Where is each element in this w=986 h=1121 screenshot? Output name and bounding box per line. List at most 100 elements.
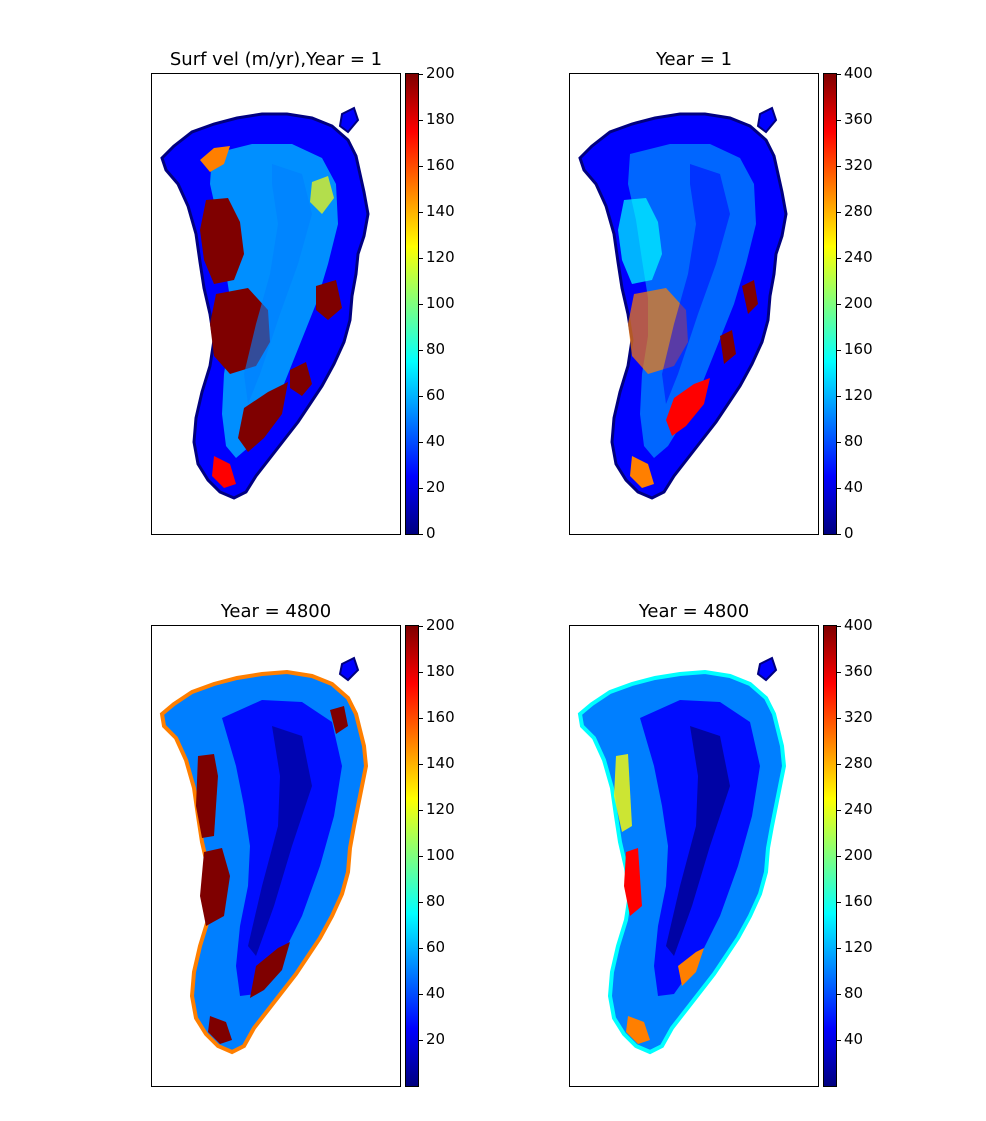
colorbar-tick-label: 0 (426, 524, 436, 542)
colorbar-tick-label: 160 (426, 156, 455, 174)
colorbar-tick-mark (419, 350, 423, 351)
colorbar-tick-mark (419, 120, 423, 121)
colorbar-tick-label: 20 (426, 1030, 446, 1048)
greenland-velocity-map (577, 656, 787, 1055)
heatmap-panel-year1-400: Year = 1 0 40 80 120 160 200 240 280 320 360 400 (569, 49, 873, 543)
small-island (756, 656, 778, 682)
colorbar-tick-label: 280 (844, 754, 873, 772)
south-flow (678, 948, 704, 986)
east-fast-flow (316, 280, 342, 320)
colorbar-tick-label: 0 (844, 524, 854, 542)
west-fast-flow (196, 754, 218, 838)
south-tip (630, 456, 654, 488)
colorbar-tick-mark (419, 764, 423, 765)
colorbar-tick-mark (837, 120, 841, 121)
colorbar-tick-mark (837, 764, 841, 765)
colorbar-tick-label: 120 (844, 938, 873, 956)
west-flow (618, 198, 662, 284)
colorbar-tick-mark (837, 672, 841, 673)
southeast-fast-flow (720, 330, 736, 364)
colorbar-tick-label: 40 (426, 432, 446, 450)
greenland-velocity-map (160, 106, 370, 500)
panel-title: Surf vel (m/yr),Year = 1 (169, 49, 383, 70)
colorbar-tick-label: 400 (844, 64, 873, 82)
colorbar-tick-label: 80 (844, 432, 864, 450)
colorbar-tick-mark (837, 626, 841, 627)
colorbar-tick-label: 120 (426, 800, 455, 818)
colorbar-tick-mark (419, 74, 423, 75)
south-fast-flow (666, 378, 710, 436)
colorbar-tick-mark (837, 856, 841, 857)
colorbar-tick-label: 40 (844, 1030, 864, 1048)
south-fast-flow (250, 942, 290, 998)
map-area (151, 73, 401, 535)
south-tip (212, 456, 236, 488)
north-coast (200, 146, 230, 172)
colorbar-tick-mark (837, 350, 841, 351)
colorbar-tick-label: 320 (844, 708, 873, 726)
colorbar-ticks: 0 20 40 60 80 100 120 140 160 180 200 (419, 64, 479, 542)
divide-core (248, 726, 312, 956)
colorbar (405, 625, 419, 1087)
colorbar-tick-mark (419, 856, 423, 857)
small-island (756, 106, 778, 134)
colorbar-tick-mark (419, 626, 423, 627)
southeast-fast-flow (290, 362, 312, 396)
colorbar-tick-label: 400 (844, 616, 873, 634)
colorbar-tick-label: 60 (426, 938, 446, 956)
colorbar-tick-label: 80 (426, 892, 446, 910)
colorbar-tick-mark (419, 534, 423, 535)
colorbar-tick-label: 200 (426, 64, 455, 82)
colorbar-tick-label: 120 (844, 386, 873, 404)
panel-title: Year = 4800 (638, 601, 750, 622)
colorbar-tick-mark (419, 994, 423, 995)
colorbar-tick-mark (837, 304, 841, 305)
panel-title: Year = 4800 (220, 601, 332, 622)
colorbar-tick-label: 160 (426, 708, 455, 726)
colorbar-tick-mark (419, 304, 423, 305)
colorbar-tick-mark (837, 442, 841, 443)
colorbar (823, 625, 837, 1087)
colorbar-tick-mark (419, 442, 423, 443)
colorbar-tick-label: 40 (426, 984, 446, 1002)
colorbar-tick-mark (419, 488, 423, 489)
east-fast-flow (742, 280, 758, 314)
greenland-velocity-map (578, 106, 788, 500)
colorbar-tick-mark (837, 994, 841, 995)
colorbar-tick-label: 360 (844, 110, 873, 128)
colorbar-tick-mark (419, 902, 423, 903)
colorbar-tick-label: 200 (426, 616, 455, 634)
colorbar-tick-mark (419, 718, 423, 719)
colorbar-tick-mark (837, 74, 841, 75)
divide-core (666, 726, 730, 956)
small-island (338, 656, 360, 682)
colorbar-tick-mark (837, 396, 841, 397)
colorbar-tick-mark (419, 212, 423, 213)
colorbar-tick-label: 180 (426, 110, 455, 128)
colorbar-tick-label: 140 (426, 202, 455, 220)
northeast-fast (330, 706, 348, 734)
west-fast-flow (200, 198, 244, 284)
heatmap-panel-year1-200: Surf vel (m/yr),Year = 1 0 20 40 60 80 100 120… (151, 49, 455, 543)
west-fast-flow (624, 848, 642, 916)
colorbar-tick-mark (837, 718, 841, 719)
heatmap-panel-year4800-200: Year = 4800 20 40 60 80 100 120 140 160 180 200 (151, 601, 455, 1095)
colorbar-tick-mark (419, 948, 423, 949)
colorbar-tick-mark (419, 258, 423, 259)
small-island (338, 106, 360, 134)
colorbar-tick-label: 180 (426, 662, 455, 680)
colorbar-tick-label: 200 (844, 846, 873, 864)
colorbar-tick-label: 100 (426, 294, 455, 312)
colorbar-ticks: 20 40 60 80 100 120 140 160 180 200 (419, 616, 479, 1087)
interior-divide (244, 164, 312, 404)
colorbar-tick-label: 320 (844, 156, 873, 174)
south-tip (626, 1016, 650, 1044)
colorbar (823, 73, 837, 535)
colorbar-tick-label: 20 (426, 478, 446, 496)
colorbar-ticks: 40 80 120 160 200 240 280 320 360 400 (837, 616, 897, 1087)
colorbar-tick-mark (837, 948, 841, 949)
map-area (151, 625, 401, 1087)
colorbar-tick-label: 160 (844, 340, 873, 358)
colorbar-tick-mark (837, 810, 841, 811)
south-tip (208, 1016, 232, 1044)
